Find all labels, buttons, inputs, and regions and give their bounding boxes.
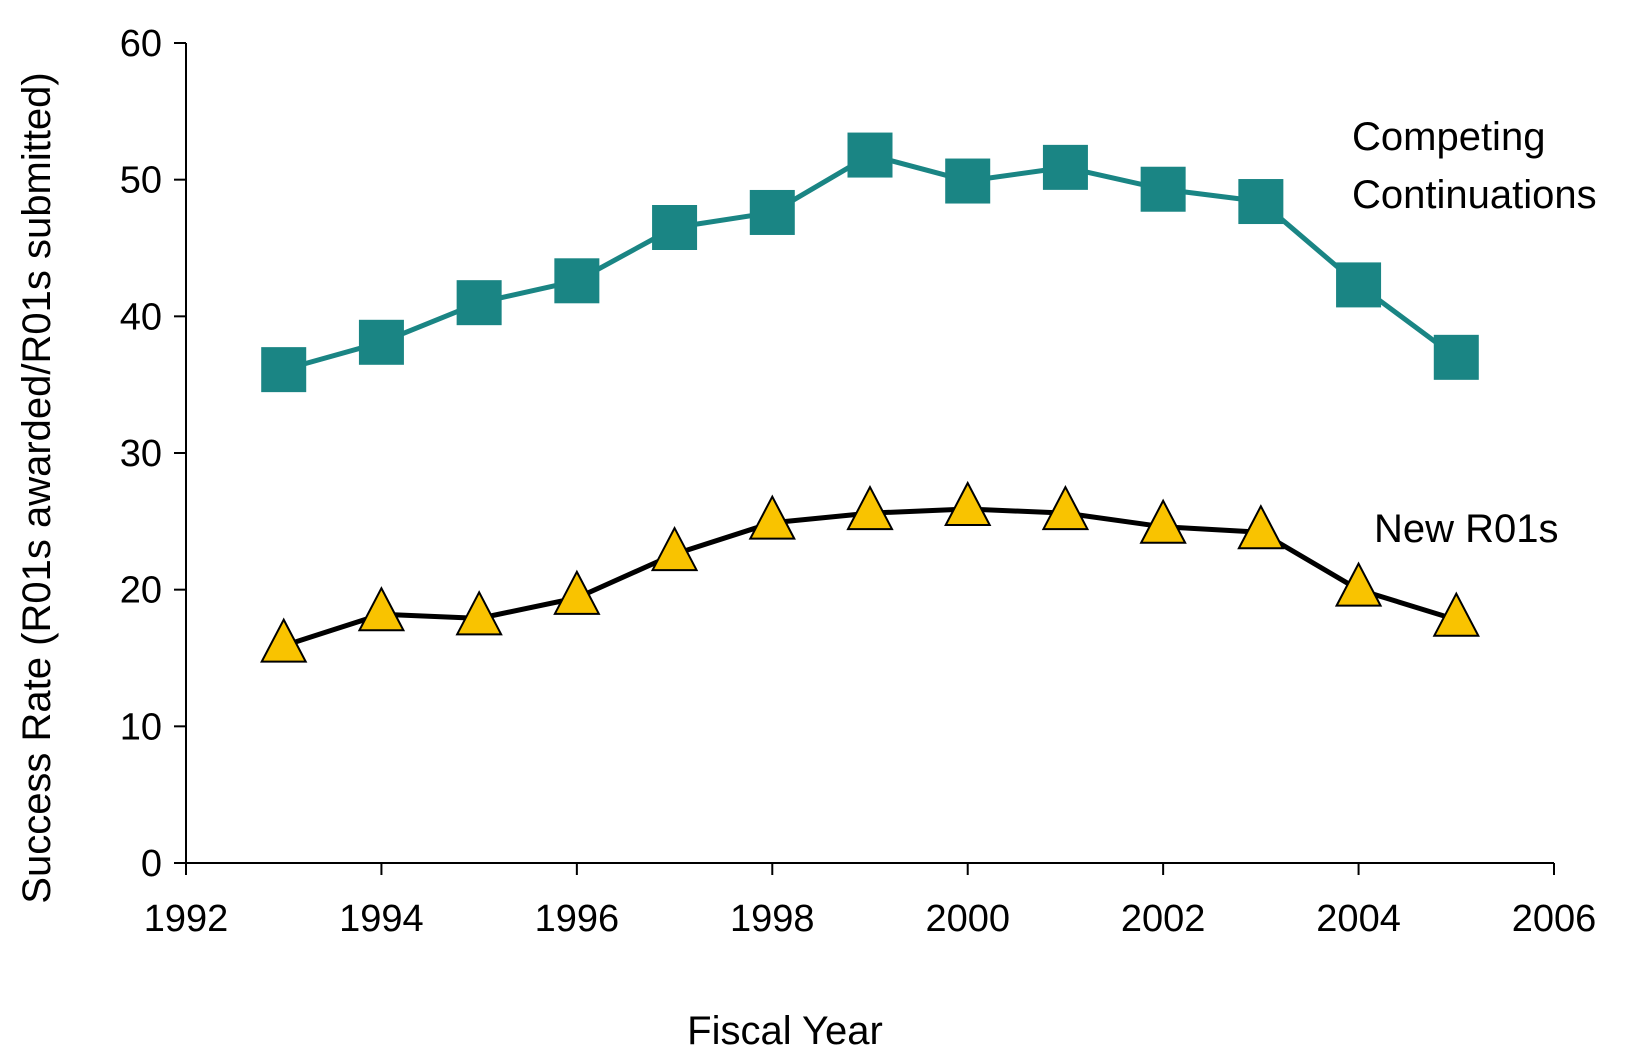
data-point-square (1433, 334, 1479, 380)
data-point-triangle (1334, 561, 1383, 607)
x-tick-label: 2004 (1316, 898, 1401, 940)
y-tick-label: 60 (120, 23, 162, 65)
data-point-square (847, 132, 893, 178)
data-point-square (1042, 144, 1088, 190)
data-point-triangle (1237, 504, 1285, 550)
data-point-square (652, 205, 698, 250)
series-label: Continuations (1352, 173, 1597, 217)
data-point-triangle (748, 494, 796, 540)
x-tick-label: 2000 (925, 898, 1010, 940)
y-tick-label: 50 (120, 160, 162, 202)
data-point-square (261, 347, 307, 393)
x-tick-label: 1994 (339, 898, 424, 940)
data-point-triangle (260, 617, 308, 663)
data-point-square (1140, 166, 1186, 212)
data-point-square (749, 189, 795, 235)
y-tick-label: 10 (120, 706, 162, 748)
y-axis-title: Success Rate (R01s awarded/R01s submitte… (15, 72, 59, 903)
x-tick-label: 1996 (535, 898, 620, 940)
series-group (260, 132, 1480, 663)
data-point-triangle (1432, 591, 1480, 637)
x-axis-title: Fiscal Year (687, 1009, 883, 1052)
data-point-square (1238, 179, 1284, 225)
data-point-triangle (455, 590, 503, 636)
data-point-triangle (357, 586, 406, 632)
series-competing-continuations (261, 132, 1479, 393)
y-tick-label: 30 (120, 433, 162, 475)
x-tick-label: 2006 (1512, 898, 1597, 940)
x-tick-label: 1992 (144, 898, 229, 940)
series-label: New R01s (1374, 507, 1559, 551)
data-point-square (945, 158, 991, 204)
series-new-r01s (260, 480, 1480, 663)
axes: 0 10 20 30 40 50 60 1992 1994 1996 1998 2000 2002 200… (120, 23, 1597, 940)
data-point-square (456, 280, 502, 326)
y-tick-label: 40 (120, 296, 162, 338)
data-point-triangle (944, 480, 992, 526)
data-point-triangle (1041, 484, 1090, 531)
data-point-triangle (553, 569, 601, 615)
data-point-square (554, 258, 600, 304)
data-point-triangle (650, 525, 699, 572)
series-label: Competing (1352, 115, 1545, 159)
x-tick-label: 2002 (1121, 898, 1206, 940)
data-point-square (358, 319, 404, 365)
y-tick-label: 20 (120, 570, 162, 612)
data-point-triangle (846, 484, 894, 531)
data-point-triangle (1139, 498, 1187, 544)
series-labels: Competing Continuations New R01s (1352, 115, 1597, 551)
y-tick-label: 0 (141, 843, 162, 885)
data-point-square (1336, 262, 1382, 308)
x-tick-label: 1998 (730, 898, 815, 940)
